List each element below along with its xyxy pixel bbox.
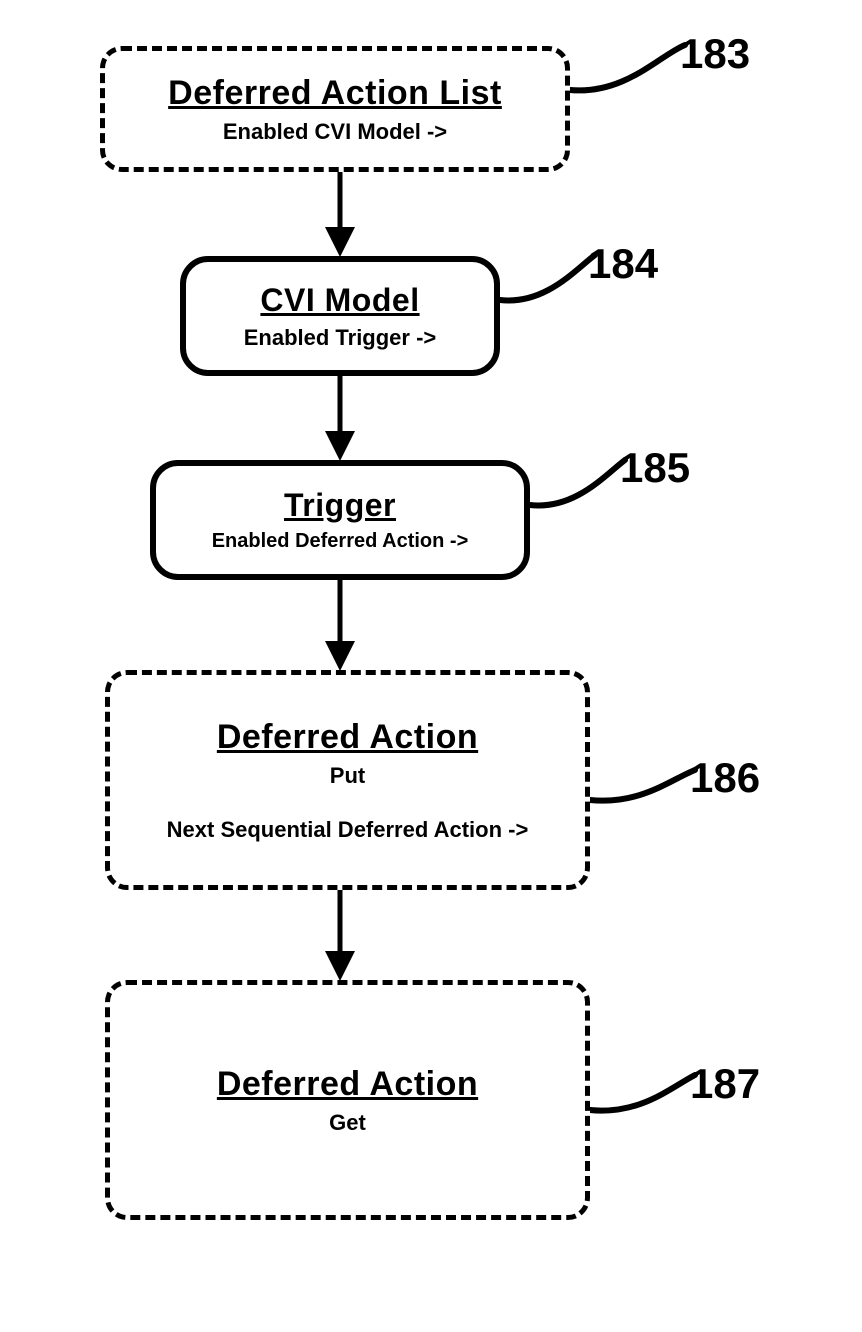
flow-node-n183: Deferred Action List Enabled CVI Model ->	[100, 46, 570, 172]
callout-label-187: 187	[690, 1060, 760, 1108]
node-title: Deferred Action	[217, 1065, 478, 1104]
callout-leader-184	[500, 255, 595, 300]
flowchart-diagram: Deferred Action List Enabled CVI Model ->…	[0, 0, 862, 1332]
callout-label-184: 184	[588, 240, 658, 288]
node-title: Trigger	[284, 487, 396, 524]
node-subtext: Enabled Deferred Action ->	[212, 530, 469, 553]
flow-node-n186: Deferred Action Put Next Sequential Deferr…	[105, 670, 590, 890]
callout-leader-183	[570, 45, 685, 90]
node-subtext: Enabled Trigger ->	[244, 325, 437, 351]
callout-label-186: 186	[690, 754, 760, 802]
node-title: Deferred Action List	[168, 74, 502, 113]
callout-label-185: 185	[620, 444, 690, 492]
node-subtext: Enabled CVI Model ->	[223, 119, 447, 145]
node-title: Deferred Action	[217, 718, 478, 757]
node-subtext-2: Next Sequential Deferred Action ->	[167, 817, 529, 843]
callout-label-183: 183	[680, 30, 750, 78]
node-title: CVI Model	[260, 282, 419, 319]
callout-leader-187	[590, 1075, 695, 1111]
node-subtext: Get	[329, 1110, 366, 1136]
flow-node-n185: Trigger Enabled Deferred Action ->	[150, 460, 530, 580]
callout-leader-186	[590, 770, 695, 801]
node-subtext: Put	[330, 763, 365, 789]
callout-leader-185	[530, 460, 625, 505]
flow-node-n187: Deferred Action Get	[105, 980, 590, 1220]
flow-node-n184: CVI Model Enabled Trigger ->	[180, 256, 500, 376]
